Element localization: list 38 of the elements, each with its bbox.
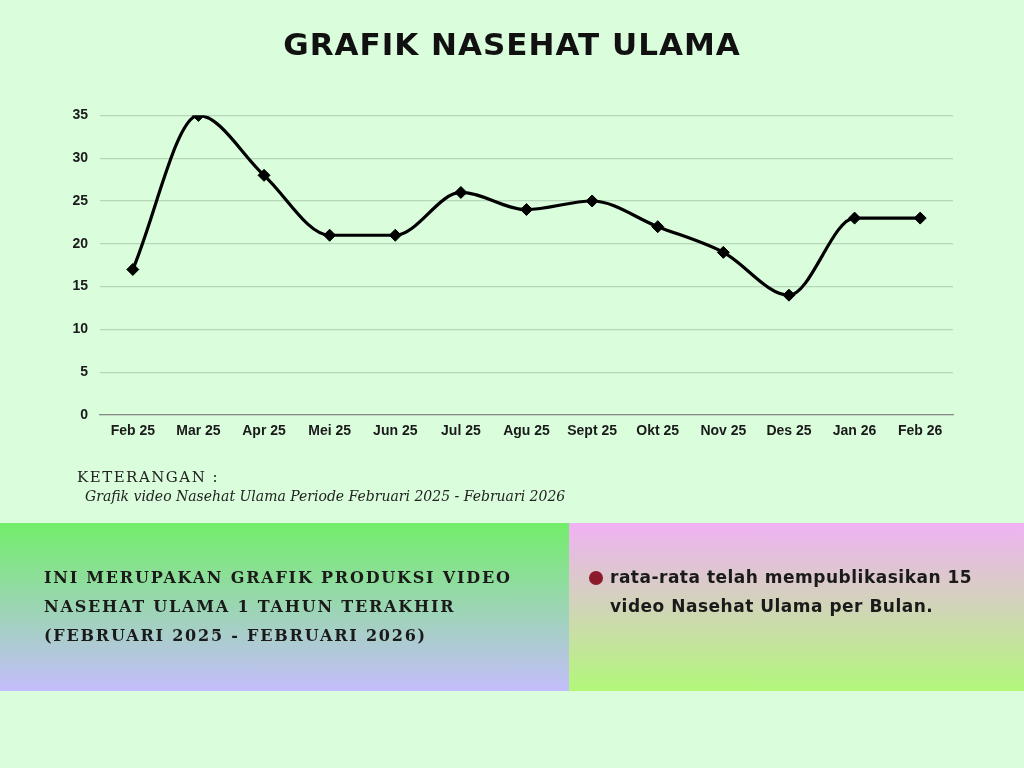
x-tick-label: Feb 25 <box>110 422 156 439</box>
y-tick-label: 5 <box>80 363 89 380</box>
point <box>454 185 468 199</box>
point <box>323 228 337 242</box>
x-tick-label: Feb 26 <box>898 422 943 439</box>
x-tick-label: Agu 25 <box>503 422 551 439</box>
x-tick-label: Des 25 <box>766 422 812 439</box>
y-tick-label: 15 <box>72 277 89 294</box>
x-tick-label: Apr 25 <box>242 422 287 439</box>
text: rata-rata telah mempublikasikan 15 video Nasehat Ulama per Bulan. <box>610 566 974 618</box>
y-tick-label: 35 <box>72 106 89 123</box>
y-tick-label: 30 <box>72 149 89 166</box>
x-tick-label: Jan 26 <box>832 422 877 439</box>
point <box>848 211 862 225</box>
x-tick-label: Jun 25 <box>373 422 418 439</box>
x-tick-label: Jul 25 <box>441 422 481 439</box>
x-tick-label: Sept 25 <box>567 422 618 439</box>
point <box>913 211 927 225</box>
point <box>716 245 730 259</box>
text: INI MERUPAKAN GRAFIK PRODUKSI VIDEO NASEHAT ULAMA 1 TAHUN TERAKHIR (FEBRUARI 2025 - FEBRUARI 2026) <box>44 567 513 647</box>
point <box>782 288 796 302</box>
point <box>126 262 140 276</box>
point <box>585 194 599 208</box>
chart-title: GRAFIK NASEHAT ULAMA <box>282 26 742 62</box>
y-tick-label: 10 <box>72 320 89 337</box>
x-tick-label: Okt 25 <box>636 422 680 439</box>
x-tick-label: Nov 25 <box>700 422 747 439</box>
point <box>520 203 533 217</box>
y-tick-label: 25 <box>72 191 89 208</box>
y-tick-label: 0 <box>80 405 89 422</box>
x-tick-label: Mei 25 <box>308 422 352 439</box>
point <box>651 220 665 234</box>
text: Grafik video Nasehat Ulama Periode Februari 2025 - Februari 2026 <box>85 488 566 504</box>
y-tick-label: 20 <box>72 234 89 251</box>
point <box>257 168 271 182</box>
text: KETERANGAN : <box>77 468 221 486</box>
point <box>388 228 402 242</box>
x-tick-label: Mar 25 <box>176 422 221 439</box>
